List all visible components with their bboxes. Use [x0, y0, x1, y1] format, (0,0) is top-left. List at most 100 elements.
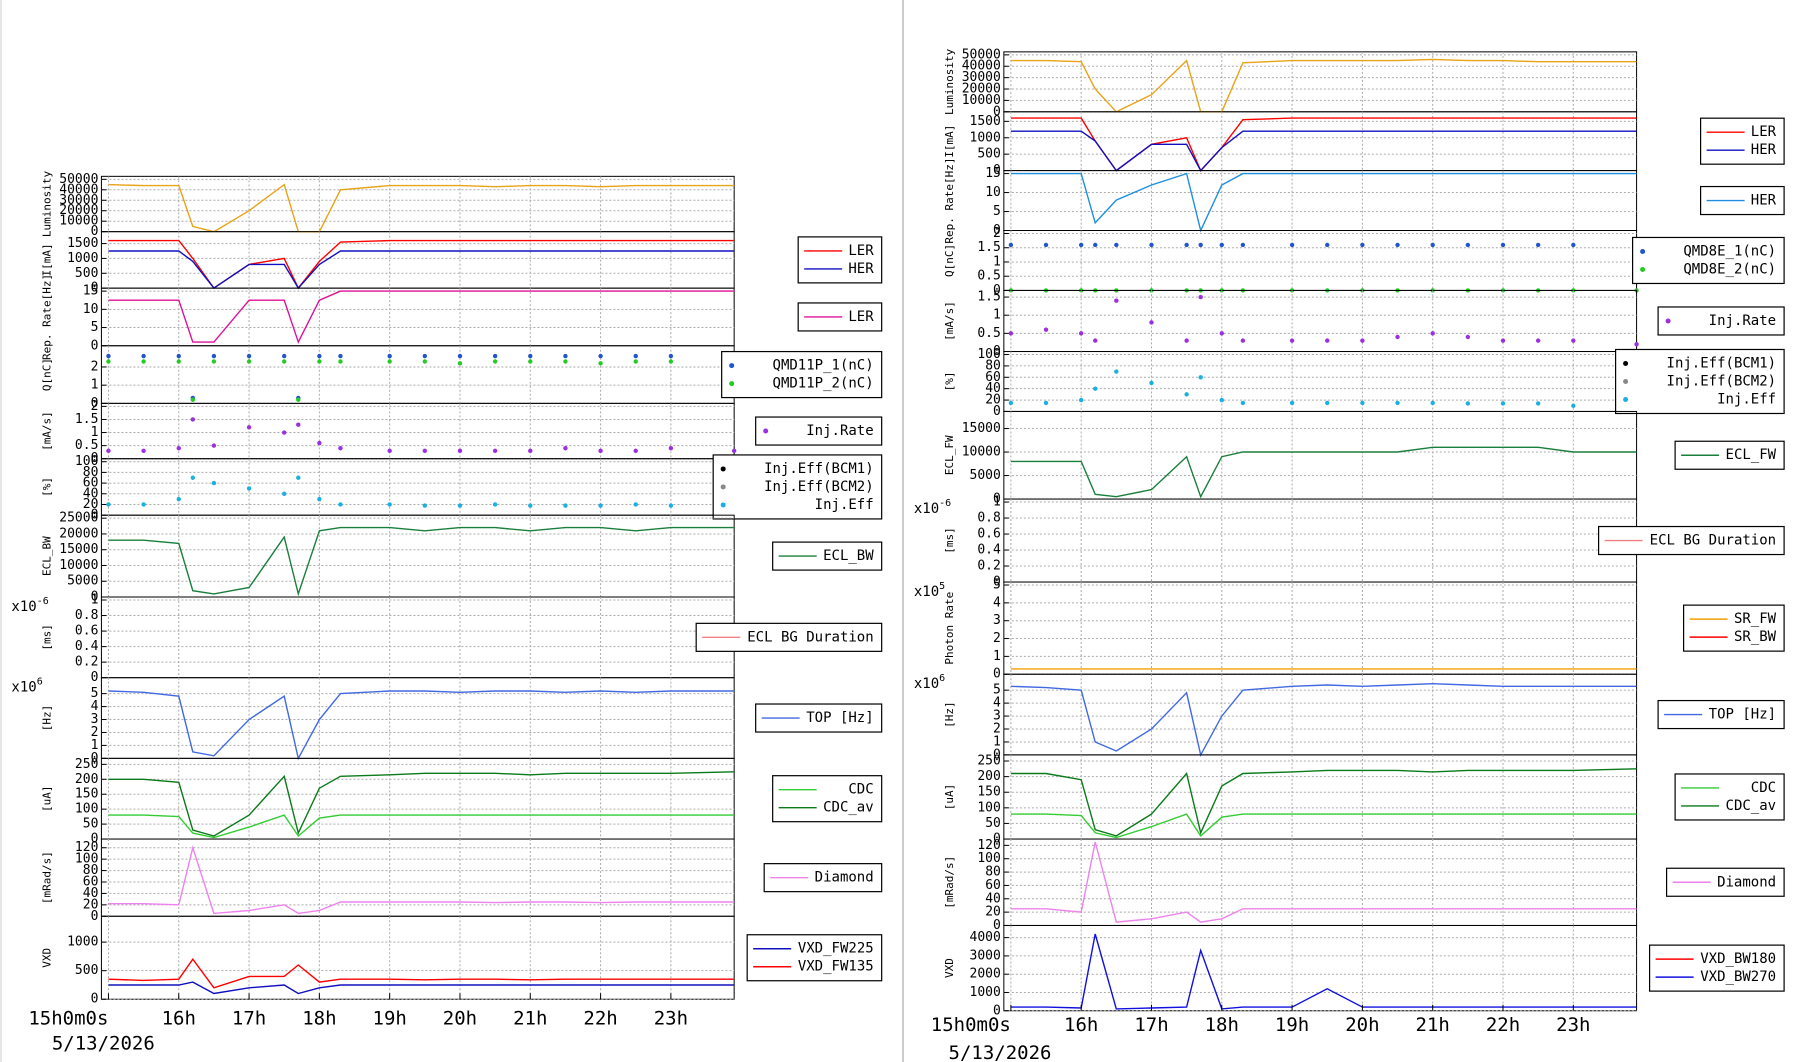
legend-box	[1700, 117, 1785, 165]
legend-label: ECL BG Duration	[747, 629, 873, 645]
x-tick-label: 19h	[1275, 1014, 1309, 1036]
data-point	[1114, 369, 1119, 374]
legend-label: Inj.Eff(BCM1)	[1667, 355, 1777, 371]
data-point	[211, 480, 217, 486]
y-tick-label: 5	[993, 578, 1001, 593]
axis-scale: x105	[914, 581, 945, 600]
series-line	[1010, 58, 1637, 113]
data-point	[296, 475, 301, 480]
data-point	[338, 446, 343, 451]
y-tick-label: 5	[91, 686, 99, 701]
data-point	[1043, 400, 1049, 406]
scale-exponent: -6	[37, 596, 49, 607]
y-tick-label: 0	[993, 344, 1001, 359]
y-tick-label: 10	[985, 185, 1001, 200]
x-tick-label: 16h	[162, 1007, 196, 1029]
y-axis-label: Rep. Rate[Hz]	[40, 274, 53, 360]
legend-swatch	[720, 502, 726, 508]
data-point	[563, 503, 568, 508]
y-tick-label: 0.6	[75, 624, 98, 639]
legend-box	[1632, 236, 1785, 285]
data-point	[296, 422, 301, 427]
legend-label: CDC	[1751, 780, 1776, 796]
data-point	[190, 417, 196, 422]
data-point	[1149, 242, 1154, 248]
y-tick-label: 3	[91, 712, 99, 727]
y-tick-label: 1000	[67, 251, 98, 266]
y-tick-label: 0	[993, 492, 1001, 507]
data-point	[1198, 242, 1203, 248]
y-axis-label: I[mA]	[40, 243, 53, 276]
y-tick-label: 20	[985, 393, 1001, 408]
y-tick-label: 50000	[59, 172, 98, 187]
series-line	[1010, 768, 1637, 837]
x-tick-label: 21h	[1416, 1014, 1450, 1036]
data-point	[633, 359, 638, 364]
data-point	[1430, 242, 1435, 248]
data-point	[492, 502, 498, 507]
y-tick-label: 0	[91, 909, 99, 924]
y-tick-label: 100	[75, 454, 98, 469]
data-point	[598, 503, 603, 508]
data-point	[528, 359, 533, 364]
y-tick-label: 1	[91, 378, 99, 393]
y-axis-label: Q[nC]	[40, 358, 53, 391]
y-tick-label: 40000	[962, 59, 1001, 74]
data-point	[1184, 338, 1189, 343]
y-tick-label: 15000	[59, 542, 98, 557]
data-point	[211, 359, 217, 364]
data-point	[598, 361, 603, 366]
y-tick-label: 1000	[970, 130, 1001, 145]
scale-exponent: 6	[939, 673, 945, 684]
data-point	[563, 353, 568, 359]
y-tick-label: 40	[83, 486, 99, 501]
y-tick-label: 0.5	[977, 269, 1000, 284]
y-tick-label: 1	[993, 495, 1001, 510]
data-point	[1360, 400, 1365, 406]
y-tick-label: 80	[985, 865, 1001, 880]
y-tick-label: 0.5	[977, 326, 1000, 341]
legend-label: LER	[848, 309, 874, 325]
axis-scale: x10-6	[914, 498, 951, 517]
y-tick-label: 5000	[970, 468, 1001, 483]
data-point	[1395, 400, 1400, 406]
y-tick-label: 5000	[67, 574, 98, 589]
x-tick-label: 22h	[583, 1007, 617, 1029]
y-axis-label: ECL_BW	[40, 536, 53, 576]
scale-base: x10	[914, 501, 939, 517]
y-tick-label: 15	[985, 166, 1001, 181]
y-tick-label: 1.5	[977, 240, 1000, 255]
y-tick-label: 0	[993, 223, 1001, 238]
y-tick-label: 60	[83, 476, 99, 491]
data-point	[1198, 294, 1203, 300]
y-tick-label: 10000	[962, 93, 1001, 108]
y-tick-label: 10000	[59, 214, 98, 229]
series-line	[1010, 841, 1637, 923]
y-tick-label: 0	[91, 396, 99, 411]
y-tick-label: 40	[985, 381, 1001, 396]
legend-label: HER	[1751, 142, 1777, 158]
y-tick-label: 0	[91, 281, 99, 296]
legend-label: QMD8E_2(nC)	[1683, 261, 1776, 277]
data-point	[190, 475, 196, 480]
legend-swatch	[763, 428, 769, 434]
data-point	[282, 491, 287, 496]
y-axis-label: [Hz]	[943, 701, 956, 728]
data-point	[563, 359, 568, 364]
legend-swatch	[729, 381, 735, 387]
y-tick-label: 0	[993, 918, 1001, 933]
y-tick-label: 10	[83, 302, 99, 317]
data-point	[633, 448, 638, 454]
data-point	[317, 353, 322, 359]
data-point	[1465, 401, 1471, 406]
legend-label: Inj.Rate	[806, 423, 873, 439]
data-point	[1198, 375, 1203, 380]
legend-label: QMD8E_1(nC)	[1683, 243, 1776, 259]
series-line	[108, 771, 735, 837]
y-tick-label: 500	[75, 266, 98, 281]
data-point	[106, 502, 111, 507]
data-point	[141, 353, 146, 359]
data-point	[176, 446, 181, 451]
data-point	[1500, 242, 1506, 248]
legend-box	[712, 454, 883, 520]
